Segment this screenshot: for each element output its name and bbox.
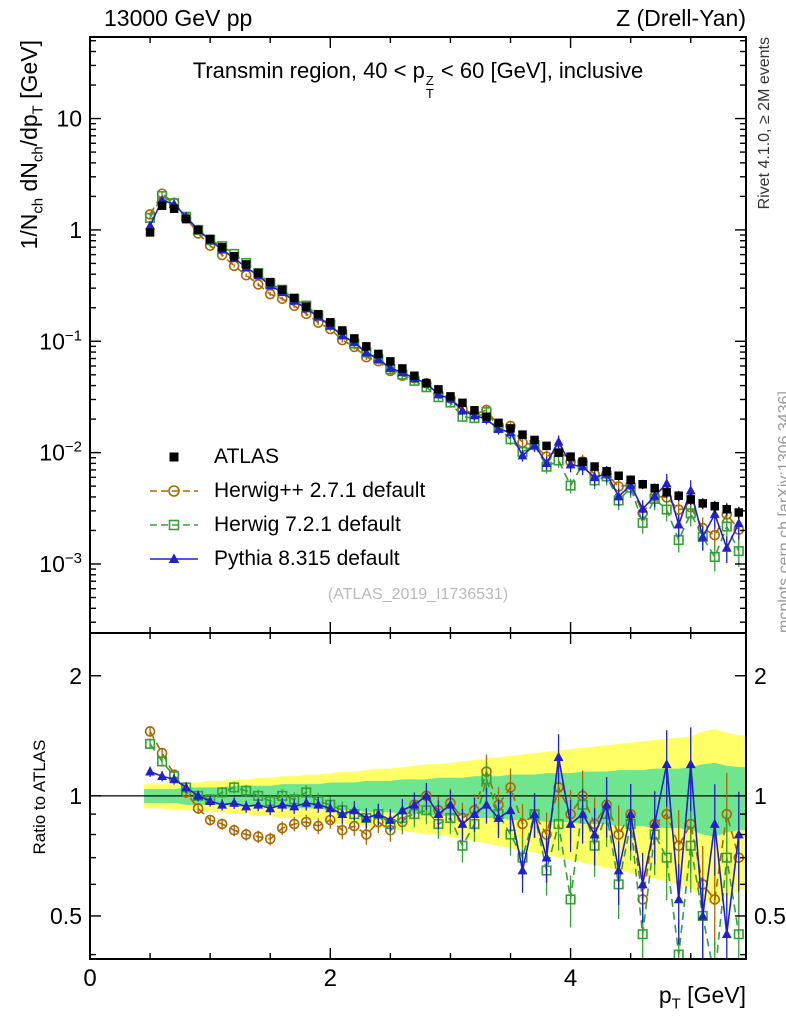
axes-frame: 10−3 10−2 10−1 1 10 0.5 0.5 1 1 2 2 0 2 4 bbox=[39, 36, 786, 992]
rivet-version-note: Rivet 4.1.0, ≥ 2M events bbox=[756, 37, 773, 210]
series-atlas-main bbox=[145, 201, 744, 519]
ylabel-part: /dp bbox=[16, 114, 42, 147]
ylabel-sub: ch bbox=[29, 197, 47, 214]
legend-item-pythia8: Pythia 8.315 default bbox=[148, 542, 425, 576]
ylabel-part: dN bbox=[16, 162, 42, 198]
process-label: Z (Drell-Yan) bbox=[616, 5, 746, 31]
series-pythia8-ratio bbox=[145, 727, 744, 959]
band-green bbox=[144, 762, 746, 837]
pt-superscript: Z bbox=[425, 73, 434, 88]
beam-energy-label: 13000 GeV pp bbox=[104, 5, 253, 31]
svg-text:0: 0 bbox=[83, 965, 96, 992]
legend-item-herwigpp: Herwig++ 2.7.1 default bbox=[148, 474, 425, 508]
svg-text:10: 10 bbox=[56, 106, 82, 132]
ylabel-part: 1/N bbox=[16, 213, 42, 250]
ylabel-sub: T bbox=[29, 105, 47, 115]
legend-marker-atlas bbox=[169, 452, 179, 462]
svg-text:10−1: 10−1 bbox=[39, 327, 82, 354]
legend: ATLAS Herwig++ 2.7.1 default Herwig 7.2.1 … bbox=[148, 440, 425, 576]
x-axis-title: pT [GeV] bbox=[659, 982, 746, 1013]
legend-marker-herwig7 bbox=[150, 519, 198, 531]
legend-label-herwigpp: Herwig++ 2.7.1 default bbox=[214, 479, 426, 502]
svg-text:2: 2 bbox=[754, 663, 767, 689]
y-axis-title-ratio: Ratio to ATLAS bbox=[30, 739, 49, 855]
ylabel-part: [GeV] bbox=[16, 40, 42, 106]
svg-text:2: 2 bbox=[69, 663, 82, 689]
legend-item-atlas: ATLAS bbox=[148, 440, 425, 474]
svg-text:10−2: 10−2 bbox=[39, 439, 82, 466]
svg-text:0.5: 0.5 bbox=[50, 903, 82, 929]
analysis-id-watermark: (ATLAS_2019_I1736531) bbox=[327, 586, 509, 603]
legend-marker-pythia8 bbox=[150, 553, 198, 564]
panel-title-post: < 60 [GeV], inclusive bbox=[434, 58, 644, 83]
xlabel-part: p bbox=[658, 982, 672, 1008]
svg-text:4: 4 bbox=[564, 965, 577, 992]
pt-subscript: T bbox=[425, 86, 434, 102]
svg-text:2: 2 bbox=[324, 965, 337, 992]
svg-text:1: 1 bbox=[754, 783, 767, 809]
xlabel-sub: T bbox=[671, 995, 681, 1013]
xlabel-part: [GeV] bbox=[680, 982, 746, 1008]
svg-text:1: 1 bbox=[69, 783, 82, 809]
y-axis-title-main: 1/Nch dNch/dpT [GeV] bbox=[16, 40, 47, 640]
svg-text:1: 1 bbox=[69, 217, 82, 243]
legend-label-herwig7: Herwig 7.2.1 default bbox=[214, 513, 401, 536]
legend-label-pythia8: Pythia 8.315 default bbox=[214, 547, 400, 570]
mcplots-arxiv-note: mcplots.cern.ch [arXiv:1306.3436] bbox=[776, 391, 786, 633]
svg-text:10−3: 10−3 bbox=[39, 550, 82, 577]
legend-item-herwig7: Herwig 7.2.1 default bbox=[148, 508, 425, 542]
legend-marker-herwigpp bbox=[150, 485, 198, 497]
ratio-uncertainty-bands bbox=[144, 729, 746, 906]
legend-label-atlas: ATLAS bbox=[214, 445, 279, 468]
panel-title-pre: Transmin region, 40 < p bbox=[192, 58, 425, 83]
svg-text:0.5: 0.5 bbox=[754, 903, 786, 929]
ylabel-sub: ch bbox=[29, 146, 47, 163]
